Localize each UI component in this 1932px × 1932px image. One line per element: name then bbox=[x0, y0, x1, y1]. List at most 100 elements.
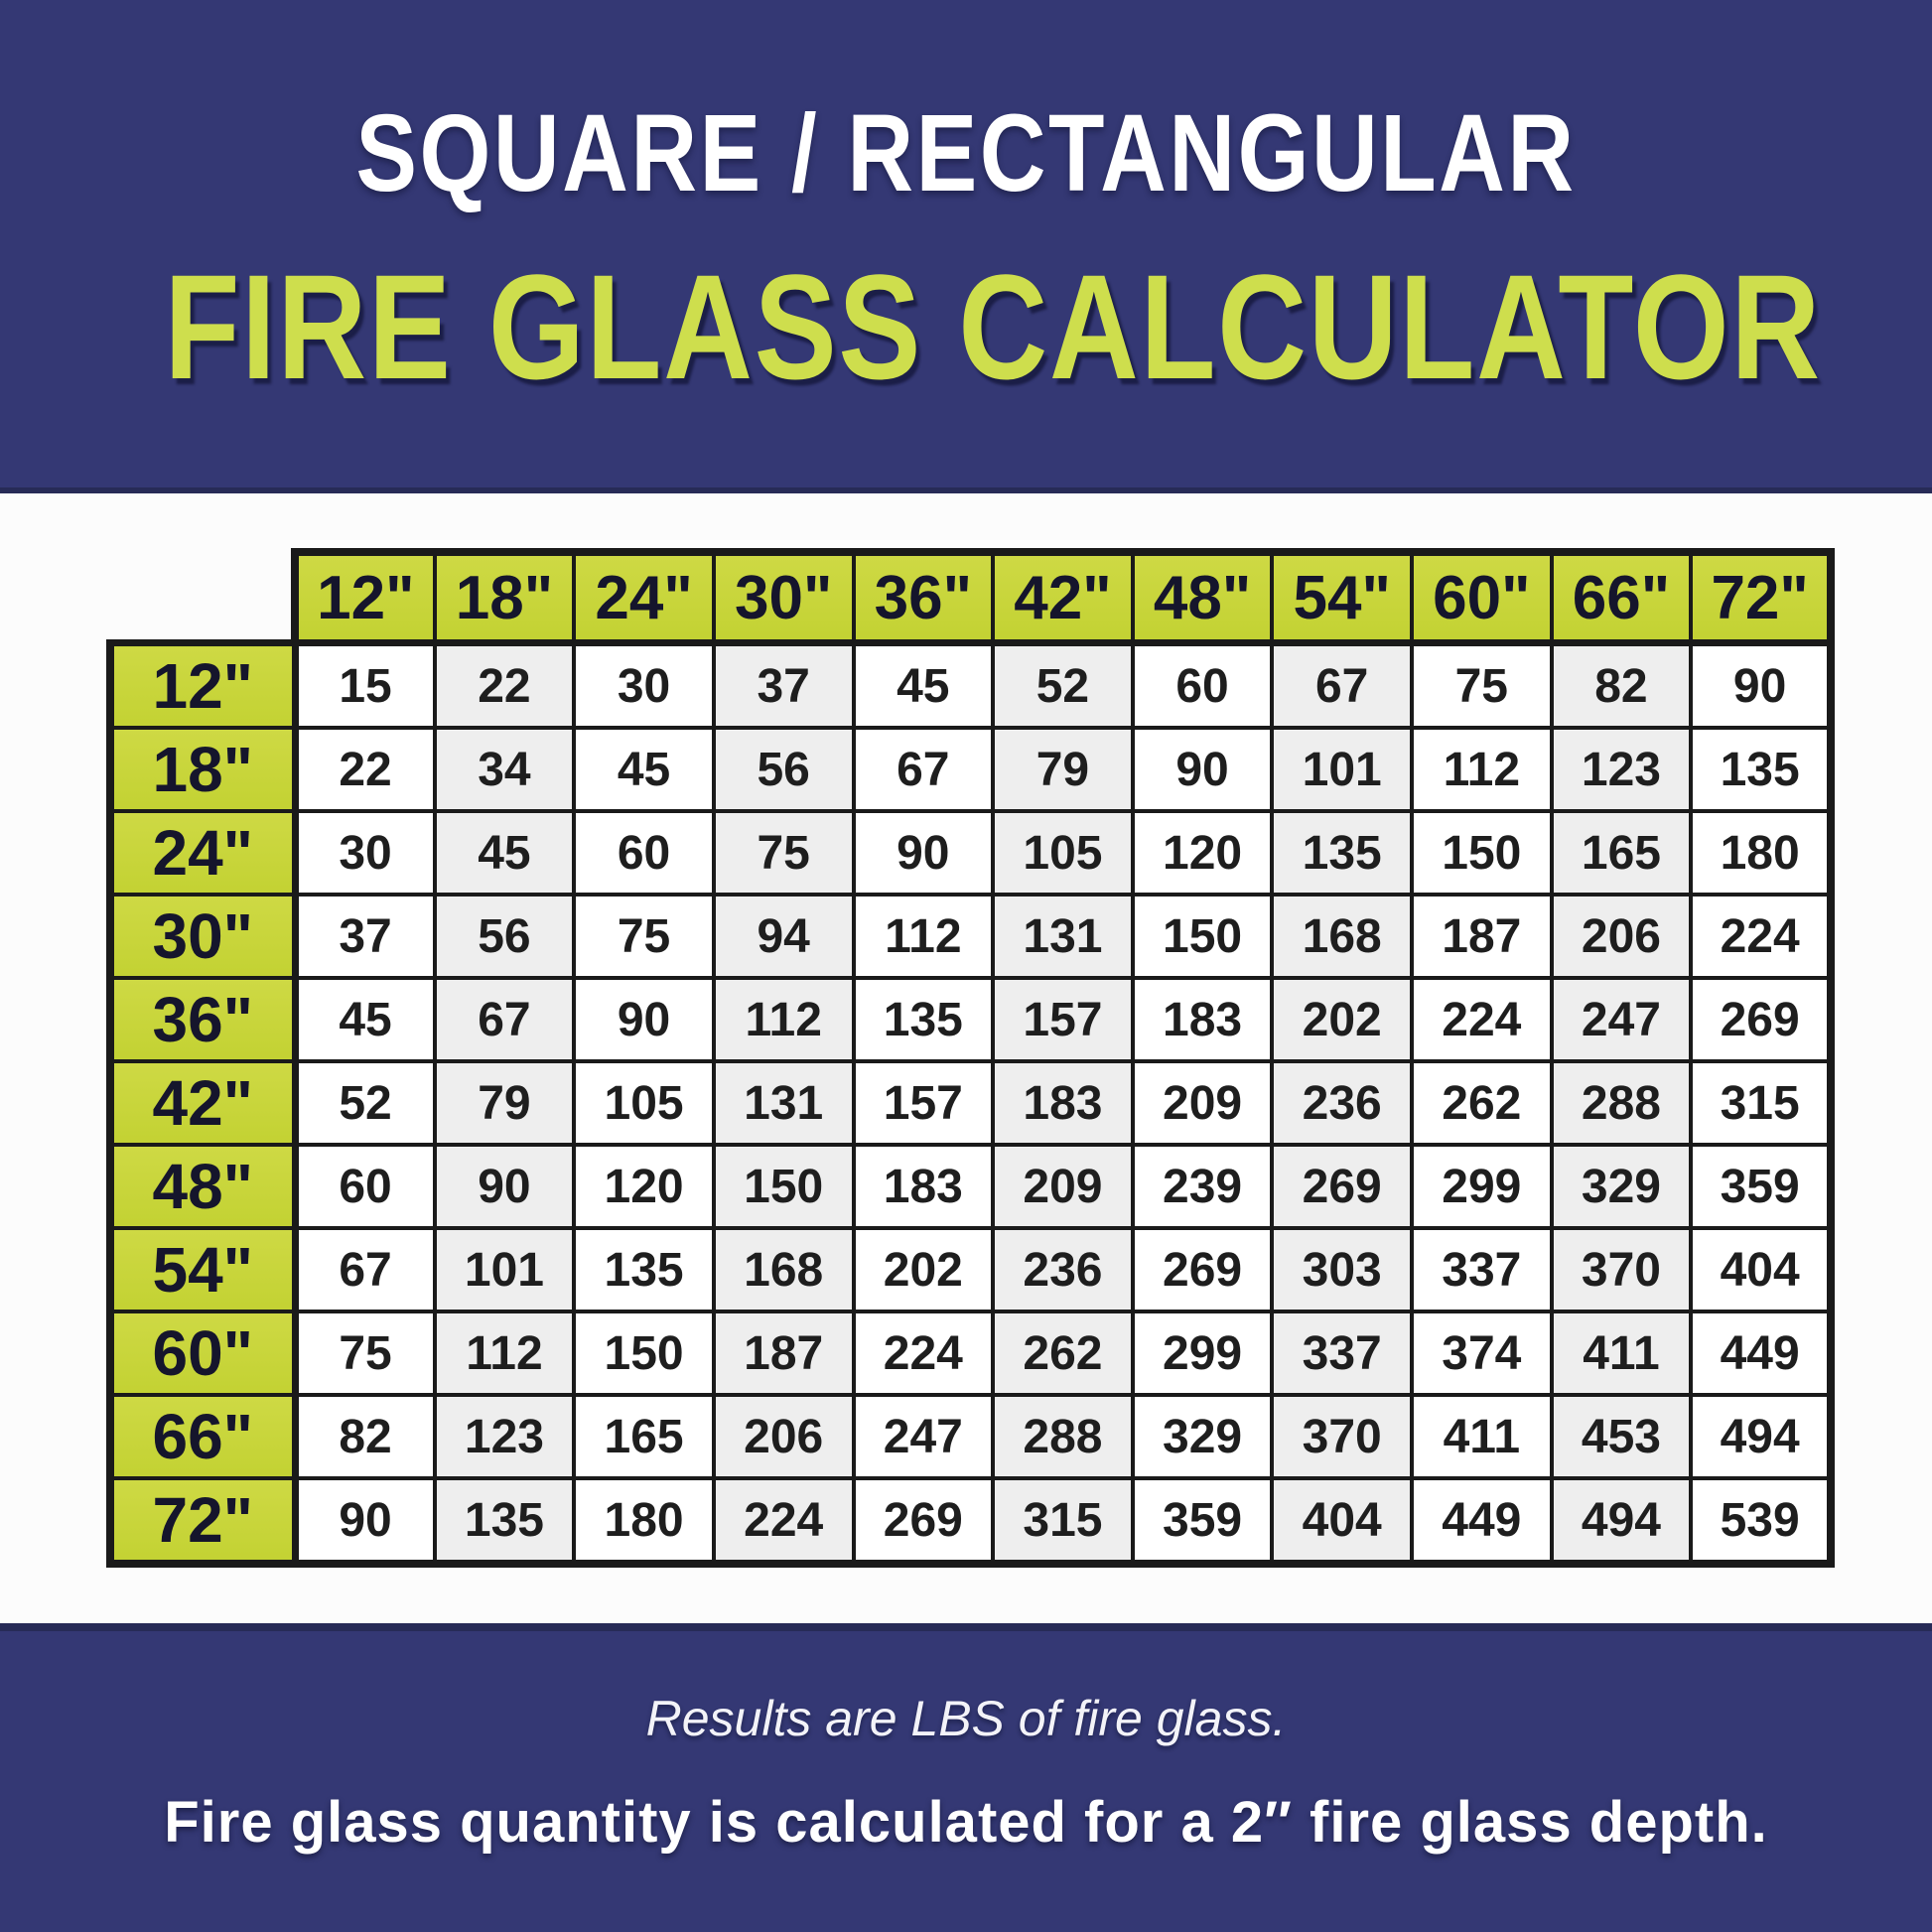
value-cell: 165 bbox=[572, 1393, 716, 1480]
value-cell: 187 bbox=[1410, 893, 1554, 980]
value-cell: 67 bbox=[851, 726, 996, 813]
value-cell: 374 bbox=[1410, 1310, 1554, 1397]
value-cell: 168 bbox=[711, 1226, 856, 1313]
value-cell: 67 bbox=[432, 976, 577, 1063]
table-row: 48" 60 90 120 150 183 209 239 269 299 329 359 bbox=[106, 1143, 1835, 1230]
row-header: 48" bbox=[106, 1143, 299, 1230]
value-cell: 67 bbox=[1270, 639, 1414, 730]
table-row: 54" 67 101 135 168 202 236 269 303 337 370 404 bbox=[106, 1226, 1835, 1313]
row-header: 36" bbox=[106, 976, 299, 1063]
value-cell: 224 bbox=[1689, 893, 1835, 980]
value-cell: 90 bbox=[1130, 726, 1275, 813]
value-cell: 135 bbox=[1270, 809, 1414, 897]
value-cell: 359 bbox=[1130, 1476, 1275, 1568]
value-cell: 67 bbox=[293, 1226, 437, 1313]
value-cell: 82 bbox=[1549, 639, 1694, 730]
value-cell: 15 bbox=[293, 639, 437, 730]
value-cell: 180 bbox=[1689, 809, 1835, 897]
value-cell: 135 bbox=[851, 976, 996, 1063]
row-header: 12" bbox=[106, 639, 299, 730]
value-cell: 315 bbox=[991, 1476, 1135, 1568]
value-cell: 202 bbox=[1270, 976, 1414, 1063]
column-header: 42" bbox=[991, 548, 1135, 646]
value-cell: 60 bbox=[293, 1143, 437, 1230]
value-cell: 299 bbox=[1410, 1143, 1554, 1230]
value-cell: 123 bbox=[1549, 726, 1694, 813]
value-cell: 168 bbox=[1270, 893, 1414, 980]
value-cell: 157 bbox=[991, 976, 1135, 1063]
value-cell: 131 bbox=[711, 1059, 856, 1147]
footer-note-depth: Fire glass quantity is calculated for a … bbox=[164, 1790, 1768, 1855]
value-cell: 180 bbox=[572, 1476, 716, 1568]
value-cell: 94 bbox=[711, 893, 856, 980]
value-cell: 101 bbox=[1270, 726, 1414, 813]
column-header: 24" bbox=[572, 548, 716, 646]
value-cell: 150 bbox=[572, 1310, 716, 1397]
fire-glass-table: 12" 18" 24" 30" 36" 42" 48" 54" 60" 66" 72" 12" 15 2… bbox=[106, 548, 1835, 1568]
value-cell: 135 bbox=[1689, 726, 1835, 813]
column-header: 66" bbox=[1549, 548, 1694, 646]
value-cell: 539 bbox=[1689, 1476, 1835, 1568]
row-header: 42" bbox=[106, 1059, 299, 1147]
value-cell: 123 bbox=[432, 1393, 577, 1480]
value-cell: 183 bbox=[991, 1059, 1135, 1147]
value-cell: 370 bbox=[1270, 1393, 1414, 1480]
value-cell: 90 bbox=[432, 1143, 577, 1230]
value-cell: 453 bbox=[1549, 1393, 1694, 1480]
value-cell: 22 bbox=[432, 639, 577, 730]
value-cell: 105 bbox=[572, 1059, 716, 1147]
value-cell: 22 bbox=[293, 726, 437, 813]
value-cell: 45 bbox=[293, 976, 437, 1063]
value-cell: 329 bbox=[1130, 1393, 1275, 1480]
value-cell: 288 bbox=[991, 1393, 1135, 1480]
value-cell: 359 bbox=[1689, 1143, 1835, 1230]
column-header: 18" bbox=[432, 548, 577, 646]
value-cell: 299 bbox=[1130, 1310, 1275, 1397]
table-row: 66" 82 123 165 206 247 288 329 370 411 453 494 bbox=[106, 1393, 1835, 1480]
row-header: 66" bbox=[106, 1393, 299, 1480]
value-cell: 120 bbox=[1130, 809, 1275, 897]
value-cell: 37 bbox=[293, 893, 437, 980]
value-cell: 303 bbox=[1270, 1226, 1414, 1313]
value-cell: 337 bbox=[1410, 1226, 1554, 1313]
value-cell: 112 bbox=[711, 976, 856, 1063]
row-header: 54" bbox=[106, 1226, 299, 1313]
value-cell: 150 bbox=[1410, 809, 1554, 897]
table-row: 72" 90 135 180 224 269 315 359 404 449 494 539 bbox=[106, 1476, 1835, 1568]
value-cell: 75 bbox=[711, 809, 856, 897]
value-cell: 494 bbox=[1689, 1393, 1835, 1480]
column-header: 12" bbox=[291, 548, 437, 646]
value-cell: 224 bbox=[851, 1310, 996, 1397]
column-header: 30" bbox=[711, 548, 856, 646]
value-cell: 30 bbox=[572, 639, 716, 730]
poster-title-line2: FIRE GLASS CALCULATOR bbox=[164, 243, 1822, 410]
value-cell: 209 bbox=[1130, 1059, 1275, 1147]
row-header: 18" bbox=[106, 726, 299, 813]
value-cell: 329 bbox=[1549, 1143, 1694, 1230]
value-cell: 135 bbox=[572, 1226, 716, 1313]
value-cell: 90 bbox=[1689, 639, 1835, 730]
value-cell: 224 bbox=[1410, 976, 1554, 1063]
value-cell: 60 bbox=[572, 809, 716, 897]
value-cell: 75 bbox=[1410, 639, 1554, 730]
value-cell: 411 bbox=[1410, 1393, 1554, 1480]
value-cell: 131 bbox=[991, 893, 1135, 980]
column-header: 72" bbox=[1689, 548, 1835, 646]
value-cell: 105 bbox=[991, 809, 1135, 897]
value-cell: 494 bbox=[1549, 1476, 1694, 1568]
value-cell: 247 bbox=[1549, 976, 1694, 1063]
value-cell: 90 bbox=[572, 976, 716, 1063]
value-cell: 411 bbox=[1549, 1310, 1694, 1397]
value-cell: 269 bbox=[851, 1476, 996, 1568]
value-cell: 262 bbox=[991, 1310, 1135, 1397]
value-cell: 30 bbox=[293, 809, 437, 897]
value-cell: 288 bbox=[1549, 1059, 1694, 1147]
table-row: 42" 52 79 105 131 157 183 209 236 262 288 315 bbox=[106, 1059, 1835, 1147]
row-header: 24" bbox=[106, 809, 299, 897]
column-header: 36" bbox=[851, 548, 996, 646]
footer-note-units: Results are LBS of fire glass. bbox=[645, 1691, 1287, 1746]
row-header: 60" bbox=[106, 1310, 299, 1397]
value-cell: 52 bbox=[293, 1059, 437, 1147]
value-cell: 315 bbox=[1689, 1059, 1835, 1147]
